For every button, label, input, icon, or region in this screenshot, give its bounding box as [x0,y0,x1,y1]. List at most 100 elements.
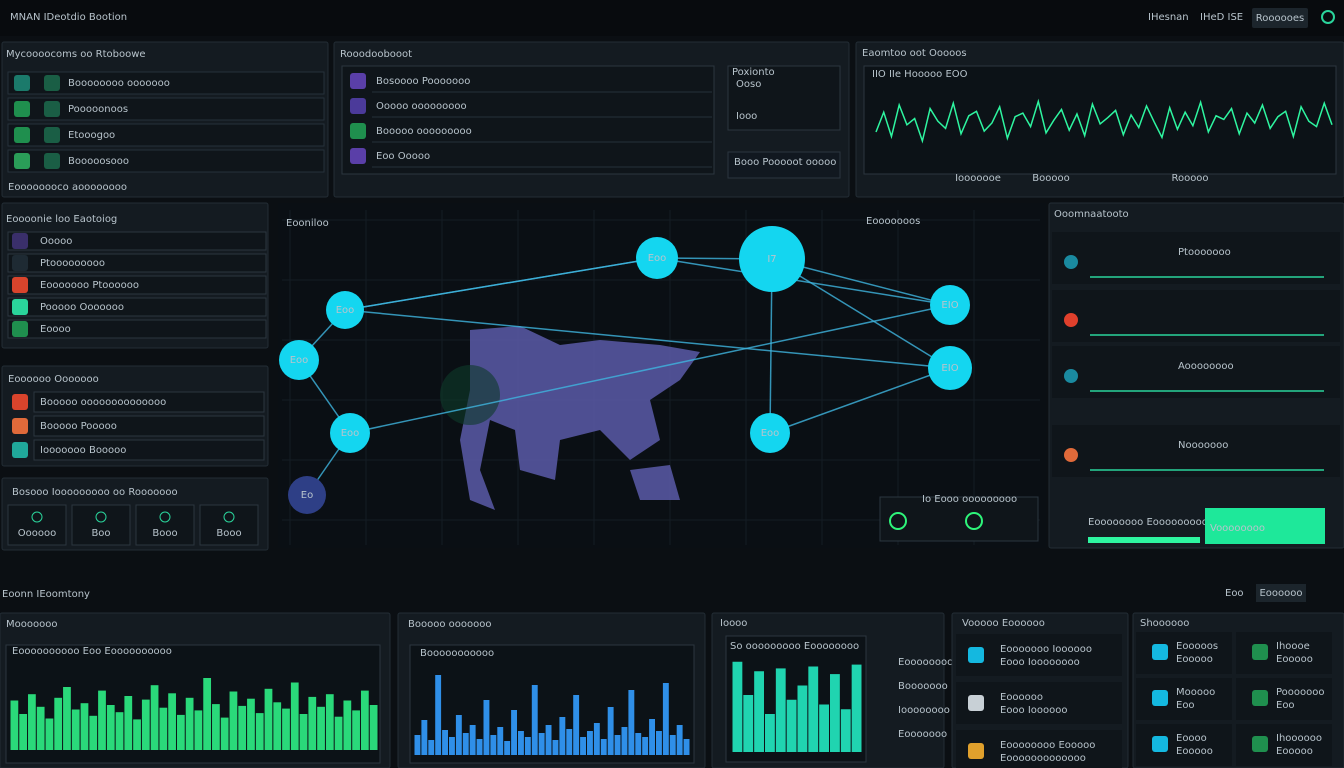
bar [247,698,255,750]
list-item: Ooooo ooooooooo [376,101,467,112]
button[interactable] [727,151,841,179]
network-node[interactable] [739,226,805,292]
map-icon [889,512,907,530]
bar [449,737,455,755]
icon [1252,644,1268,660]
status-name: Mooooo [1176,687,1215,698]
nav-link[interactable]: IHesnan [1148,12,1189,23]
bar [797,685,808,752]
activity-row [1052,290,1340,342]
icon [12,277,28,293]
list-row [7,319,267,339]
node-label[interactable]: Eoo [290,355,309,366]
bar [421,720,428,755]
bar [428,740,435,755]
network-link [344,309,951,369]
avatar[interactable] [1321,10,1335,24]
bar [524,737,531,755]
panel-title: Mycoooocoms oo Rtoboowe [6,49,146,60]
bar [308,696,317,750]
bar [743,695,754,752]
bar [840,709,851,752]
node-label[interactable]: Eoo [648,253,667,264]
status-detail: Eoo [1276,700,1295,711]
bar [54,697,63,750]
bar [462,733,469,755]
bar [662,683,669,755]
node-label[interactable]: Eoo [761,428,780,439]
section-link[interactable]: Eoo [1225,588,1244,599]
button-label[interactable]: Roooooes [1256,13,1304,24]
network-node[interactable] [750,413,790,453]
icon [14,75,30,91]
bar [352,710,360,750]
panel-title: Mooooooo [6,619,57,630]
button-label[interactable]: Booo Pooooot ooooo [734,157,836,168]
button[interactable] [1256,584,1306,602]
node-label[interactable]: Eo [301,490,313,501]
activity-icon [1064,255,1078,269]
map-title: Eooniloo [286,218,329,229]
glow [440,365,500,425]
network-node[interactable] [928,346,972,390]
device-icon [159,511,171,523]
device-icon [223,511,235,523]
network-node[interactable] [279,340,319,380]
node-label[interactable]: EIO [941,363,958,374]
list-item: Eooooooo [898,729,947,740]
bar [334,716,343,750]
list-item: Booooooo [898,681,948,692]
service-name: Eooooooo Ioooooo [1000,644,1092,655]
activity-icon [1064,369,1078,383]
node-label[interactable]: EIO [941,300,958,311]
activity-label: Nooooooo [1178,440,1228,451]
bar [185,697,194,750]
service-name: Eoooooooo Eooooo [1000,740,1095,751]
icon [1252,736,1268,752]
side-box [727,65,841,131]
bar [299,714,308,750]
bar [754,671,764,752]
button-label[interactable]: Voooooooo [1210,523,1265,534]
nav-link[interactable]: IHeD ISE [1200,12,1243,23]
panel-title: Eaomtoo oot Ooooos [862,48,967,59]
bar [469,725,476,755]
button[interactable] [1252,8,1308,28]
node-label[interactable]: Eoo [341,428,360,439]
bar [194,710,203,750]
button-label[interactable]: Eoooooo [1259,588,1302,599]
network-node[interactable] [288,476,326,514]
bar [414,735,421,755]
panel-title: Vooooo Eoooooo [962,618,1045,629]
status-detail: Eooooo [1276,746,1313,757]
network-node[interactable] [330,413,370,453]
activity-label: Aoooooooo [1178,361,1234,372]
list-row [33,415,265,437]
icon [14,101,30,117]
list-item: Booooo Pooooo [40,421,117,432]
chart-legend: Eoooooooooo Eoo Eoooooooooo [12,646,172,657]
map-icon [965,512,983,530]
bar [80,703,89,750]
network-node[interactable] [326,291,364,329]
service-detail: Eooo Ioooooo [1000,705,1068,716]
list-row [7,297,267,317]
button[interactable] [1205,508,1325,544]
bar [808,666,819,752]
bar [106,705,115,750]
node-label[interactable]: Eoo [336,305,355,316]
list-row [7,231,267,251]
chart-legend: IIO IIe Hooooo EOO [872,69,968,80]
icon [44,127,60,143]
bar [511,710,517,755]
status-name: Ihoooooo [1276,733,1322,744]
network-link [769,367,951,434]
network-node[interactable] [636,237,678,279]
network-node[interactable] [930,285,970,325]
icon [1252,690,1268,706]
waveform [875,98,1333,144]
node-label[interactable]: I7 [767,254,776,265]
app-title: MNAN IDeotdio Bootion [10,12,127,23]
bar [559,717,566,755]
bar [343,700,352,750]
